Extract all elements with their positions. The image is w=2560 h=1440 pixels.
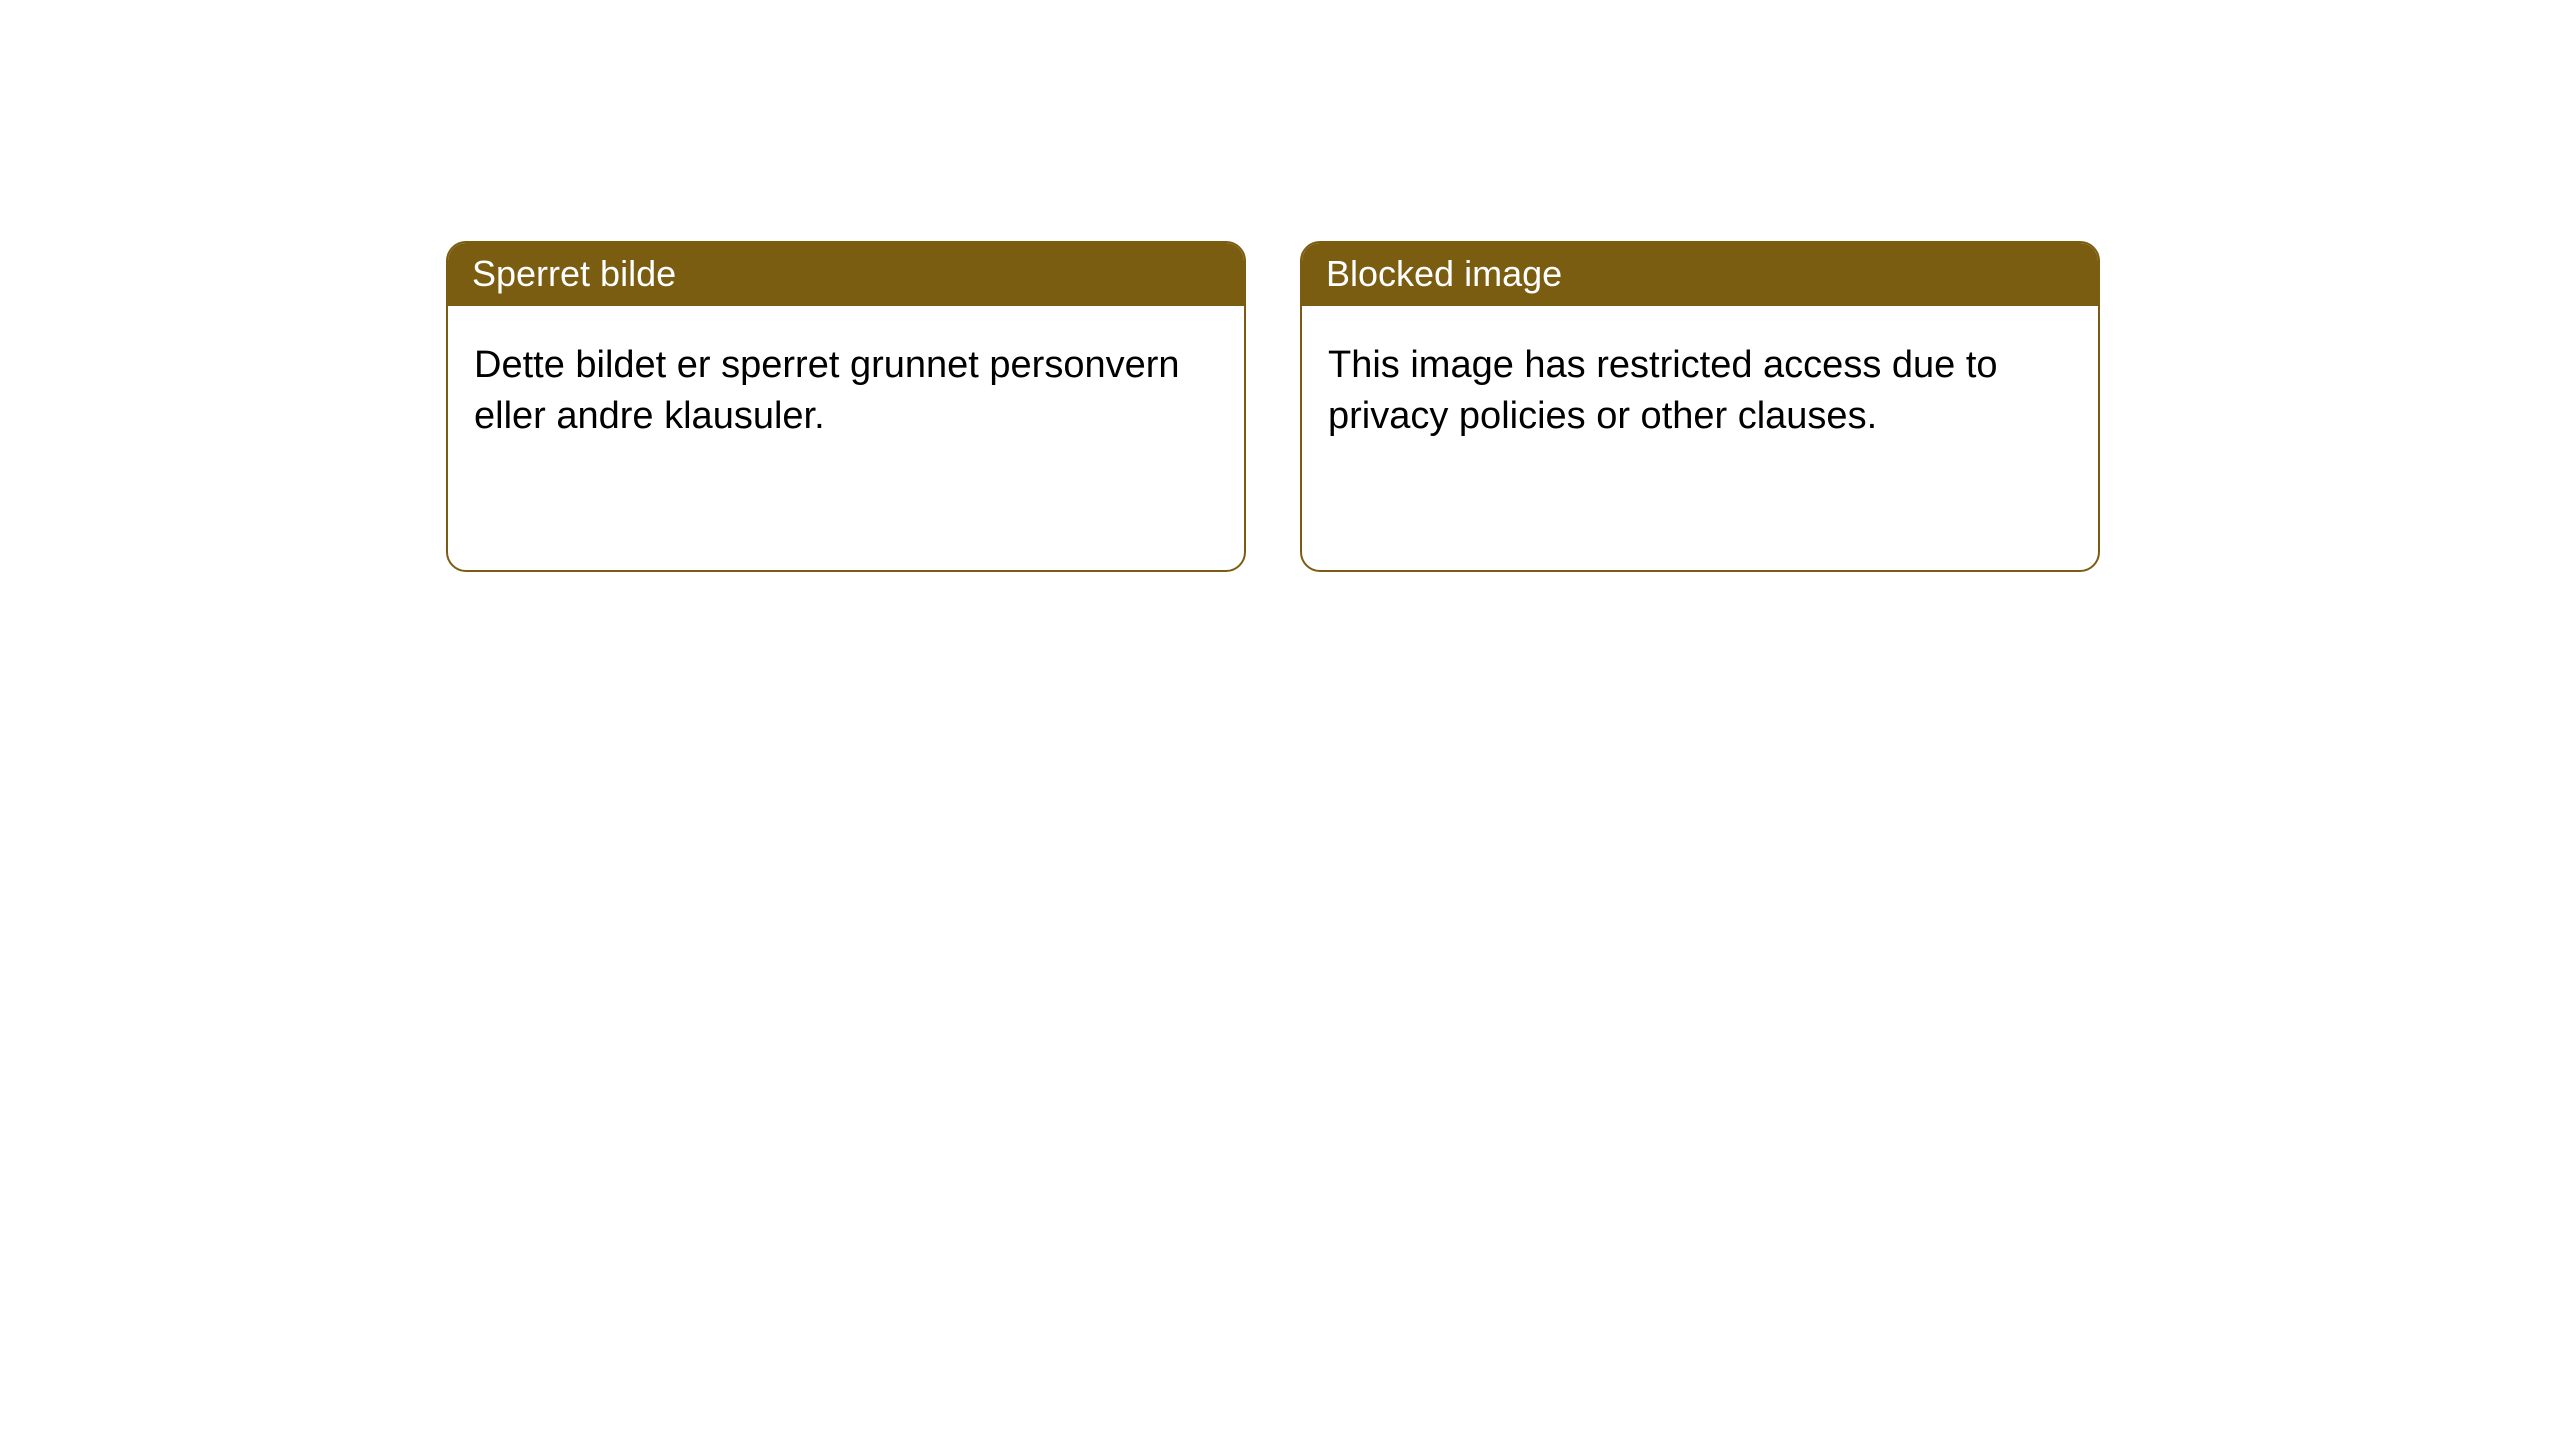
notice-card-norwegian: Sperret bilde Dette bildet er sperret gr… [446, 241, 1246, 572]
notice-cards-row: Sperret bilde Dette bildet er sperret gr… [0, 0, 2560, 572]
notice-card-title: Blocked image [1302, 243, 2098, 306]
notice-card-english: Blocked image This image has restricted … [1300, 241, 2100, 572]
notice-card-body: Dette bildet er sperret grunnet personve… [448, 306, 1244, 477]
notice-card-body: This image has restricted access due to … [1302, 306, 2098, 477]
notice-card-title: Sperret bilde [448, 243, 1244, 306]
